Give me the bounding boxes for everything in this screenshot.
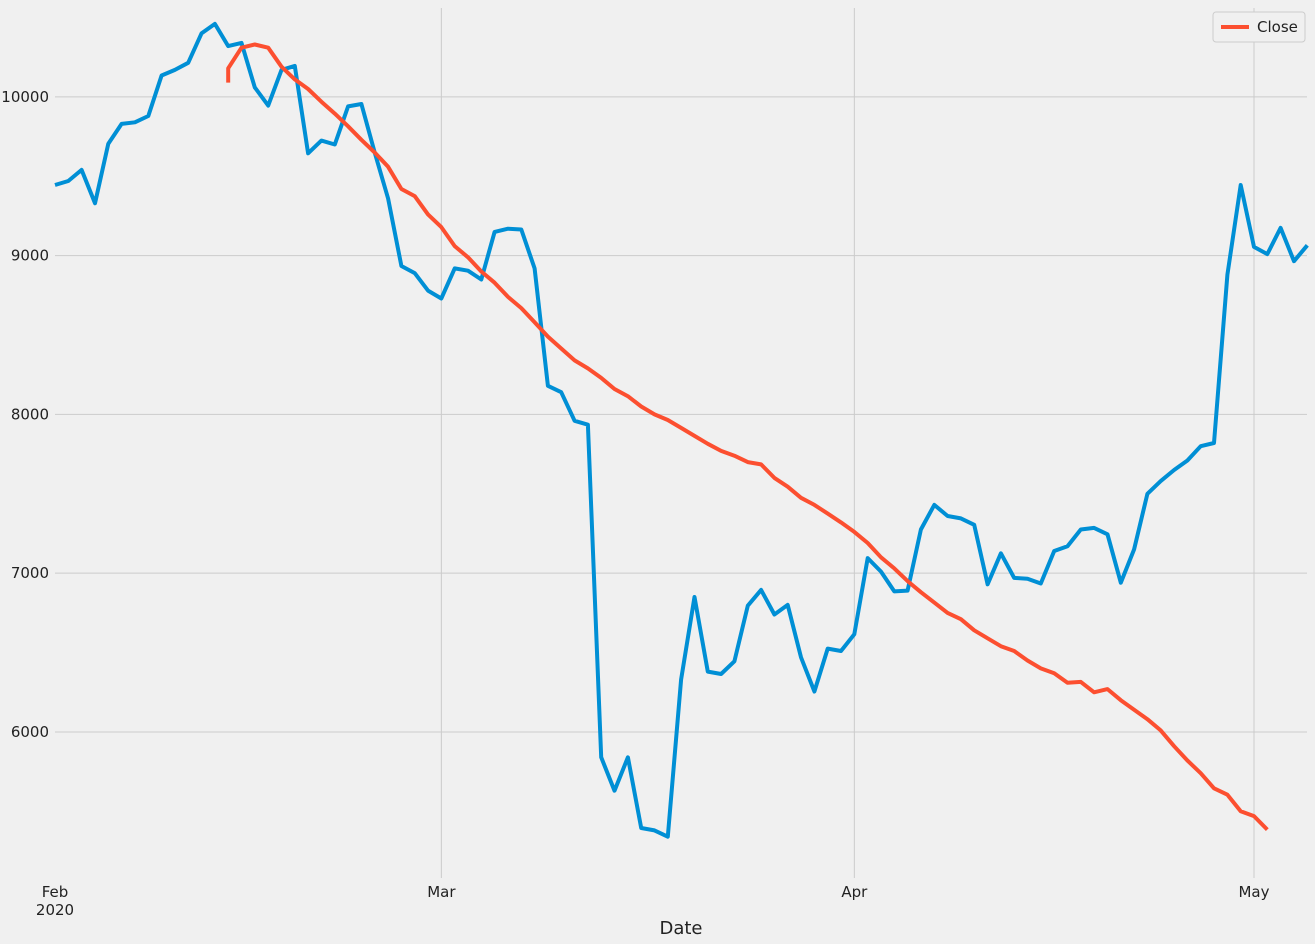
series-line-0	[54, 21, 1309, 839]
legend-box	[1212, 11, 1306, 43]
y-tick-labels: 6000 7000 8000 9000 10000	[1, 88, 49, 741]
legend: Close	[1212, 11, 1306, 43]
y-tick-label: 10000	[1, 88, 49, 106]
y-tick-label: 8000	[11, 405, 49, 423]
y-tick-label: 9000	[11, 247, 49, 265]
series-line-1	[226, 42, 1269, 832]
x-tick-label: May	[1238, 883, 1269, 901]
x-tick-label: Feb	[42, 883, 69, 901]
x-tick-label: Apr	[841, 883, 868, 901]
x-tick-label: Mar	[427, 883, 456, 901]
series-layer	[54, 21, 1309, 839]
legend-label: Close	[1257, 18, 1298, 36]
y-tick-label: 6000	[11, 723, 49, 741]
x-tick-sublabel: 2020	[36, 901, 74, 919]
x-axis-label: Date	[659, 918, 702, 939]
y-tick-label: 7000	[11, 564, 49, 582]
